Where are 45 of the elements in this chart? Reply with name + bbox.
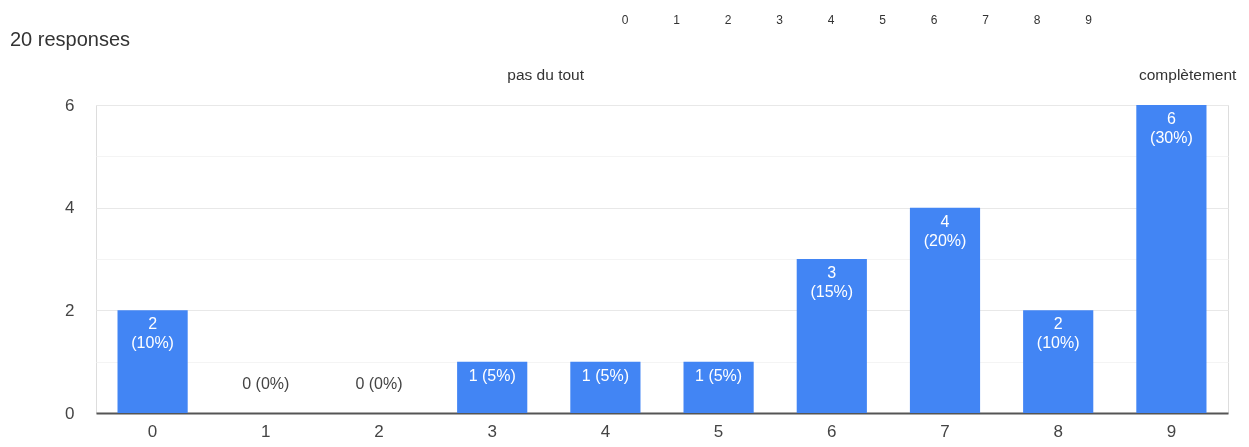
text: 2 — [724, 13, 732, 27]
data-label: 3 (15%) — [810, 264, 854, 300]
text: 4 — [827, 13, 835, 27]
x-tick-label: 0 — [147, 421, 158, 441]
x-tick-label: 2 — [374, 421, 384, 441]
data-label: 0 (0%) — [242, 375, 290, 392]
y-tick-label: 6 — [65, 95, 75, 115]
text: 9 — [1085, 13, 1093, 27]
x-tick-label: 1 — [261, 421, 271, 441]
data-label: 4 (20%) — [923, 212, 967, 249]
x-tick-label: 5 — [713, 421, 724, 441]
x-tick-label: 8 — [1053, 421, 1063, 441]
chart-title: 20 responses — [10, 28, 131, 50]
data-label: 1 (5%) — [695, 366, 743, 384]
text: 7 — [982, 13, 990, 27]
text: 6 — [930, 13, 938, 27]
bar — [570, 361, 641, 413]
bar — [457, 361, 528, 413]
text: pas du tout — [507, 66, 585, 83]
x-tick-label: 3 — [487, 421, 497, 441]
bar — [909, 207, 981, 413]
y-tick-label: 2 — [65, 300, 75, 320]
data-label: 2 (10%) — [1036, 315, 1080, 352]
text: complètement — [1139, 66, 1238, 83]
data-label: 2 (10%) — [131, 315, 174, 352]
bar — [1136, 105, 1207, 413]
x-tick-label: 4 — [600, 421, 611, 441]
y-tick-label: 4 — [65, 198, 75, 218]
y-tick-label: 0 — [65, 403, 75, 423]
data-label: 0 (0%) — [355, 375, 403, 392]
bar — [796, 259, 867, 413]
text: 8 — [1033, 13, 1041, 27]
bar — [683, 361, 754, 413]
data-label: 1 (5%) — [581, 366, 629, 384]
data-label: 1 (5%) — [468, 366, 516, 384]
bar — [117, 310, 188, 413]
bar — [1023, 310, 1094, 413]
text: 5 — [879, 13, 887, 27]
data-label: 6 (30%) — [1150, 110, 1193, 146]
x-tick-label: 7 — [940, 421, 950, 441]
text: 3 — [776, 13, 784, 27]
x-tick-label: 6 — [827, 421, 837, 441]
text: 1 — [673, 13, 681, 27]
x-tick-label: 9 — [1166, 421, 1177, 441]
text: 0 — [621, 13, 629, 27]
